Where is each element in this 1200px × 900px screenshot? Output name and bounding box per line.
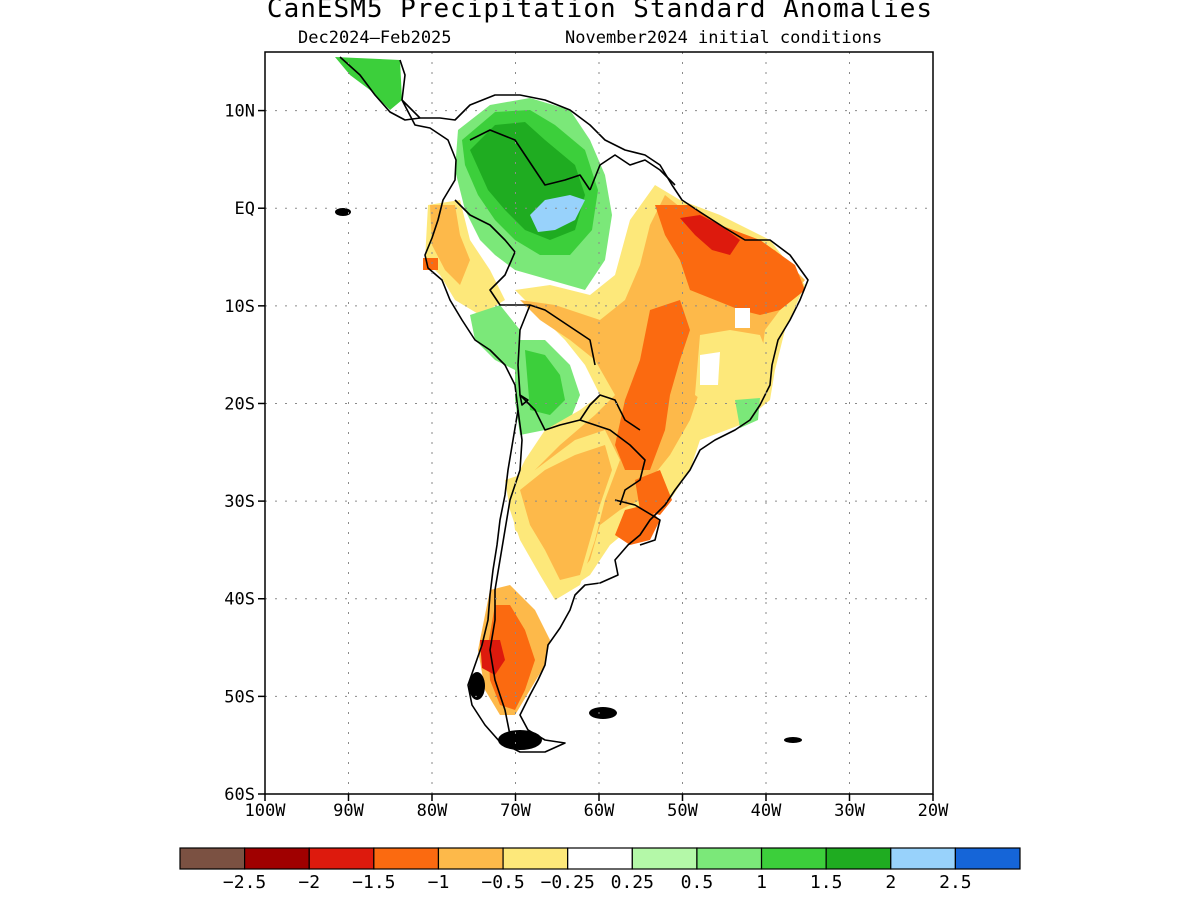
- colorbar-swatch: [244, 847, 310, 870]
- y-tick-label: 20S: [224, 394, 255, 414]
- falkland-islands: [589, 707, 617, 719]
- border-bolivia: [517, 304, 641, 431]
- map-grid: [265, 52, 933, 794]
- colorbar-swatch: [954, 847, 1021, 870]
- ecuador-dry-small: [423, 258, 438, 270]
- y-tick-label: 30S: [224, 492, 255, 512]
- argentina-dry-mid: [520, 445, 612, 580]
- x-tick-label: 20W: [918, 801, 949, 821]
- colorbar-label: 2: [885, 872, 896, 893]
- andes-wet-north: [470, 305, 520, 370]
- colorbar-swatch: [179, 847, 246, 870]
- country-borders: [339, 56, 809, 753]
- colorbar-swatch: [502, 847, 569, 870]
- x-tick-label: 90W: [333, 801, 364, 821]
- initial-conditions-subtitle: November2024 initial conditions: [565, 28, 883, 48]
- x-tick-label: 70W: [500, 801, 531, 821]
- central-brazil-dry-strong: [615, 300, 690, 470]
- x-tick-label: 30W: [834, 801, 865, 821]
- border-brazil-north: [589, 154, 676, 191]
- colorbar-swatch: [437, 847, 504, 870]
- y-tick-label: 10N: [224, 102, 255, 122]
- east-brazil-light: [695, 330, 770, 410]
- colorbar-label: −2: [298, 872, 320, 893]
- border-uruguay: [614, 499, 661, 546]
- season-subtitle: Dec2024–Feb2025: [298, 28, 452, 48]
- colorbar-label: 0.5: [681, 872, 714, 893]
- x-tick-label: 50W: [667, 801, 698, 821]
- y-tick-label: EQ: [235, 199, 255, 219]
- colorbar-swatch: [631, 847, 698, 870]
- brazil-dry-strong: [655, 205, 805, 315]
- border-peru-brazil: [489, 251, 596, 366]
- east-brazil-neutral-1: [700, 352, 720, 385]
- galapagos-island: [335, 208, 351, 216]
- ecuador-dry-mid: [430, 205, 470, 285]
- colorbar-label: −1: [428, 872, 450, 893]
- chart-title: CanESM5 Precipitation Standard Anomalies: [266, 0, 934, 24]
- y-tick-label: 50S: [224, 687, 255, 707]
- y-tick-label: 60S: [224, 785, 255, 805]
- colorbar-label: 0.25: [611, 872, 654, 893]
- south-georgia-island: [784, 737, 802, 743]
- colorbar-swatch: [567, 847, 633, 870]
- chiloe-island: [469, 672, 485, 700]
- border-chile-argentina: [489, 409, 523, 736]
- colorbar-swatch: [760, 847, 827, 870]
- south-brazil-dry-strong: [635, 470, 672, 515]
- colorbar-label: −0.25: [541, 872, 595, 893]
- amazon-very-wet: [530, 195, 585, 232]
- uruguay-dry: [615, 505, 660, 545]
- colorbar-label: −1.5: [352, 872, 395, 893]
- x-tick-label: 60W: [584, 801, 615, 821]
- y-tick-label: 40S: [224, 590, 255, 610]
- x-tick-label: 80W: [417, 801, 448, 821]
- colorbar-label: 2.5: [939, 872, 972, 893]
- lake-titicaca: [519, 394, 529, 406]
- colorbar: −2.5 −2 −1.5 −1 −0.5 −0.25 0.25 0.5 1 1.5 2 2.5: [179, 847, 1021, 893]
- patagonia-very-dry: [480, 640, 505, 675]
- islands: [335, 208, 802, 750]
- east-brazil-neutral-2: [735, 308, 750, 328]
- colorbar-swatch: [308, 847, 375, 870]
- tierra-del-fuego-island: [498, 730, 542, 750]
- anomaly-shading: [335, 57, 805, 715]
- bolivia-wet-core: [525, 350, 565, 415]
- y-tick-label: 10S: [224, 297, 255, 317]
- x-tick-label: 100W: [245, 801, 287, 821]
- border-paraguay: [579, 419, 646, 506]
- colorbar-swatch: [825, 847, 892, 870]
- northeast-brazil-very-dry: [680, 215, 740, 255]
- east-brazil-wet: [735, 398, 760, 428]
- border-colombia-venezuela: [469, 129, 591, 191]
- patagonia-dry-strong: [488, 605, 535, 710]
- colorbar-label: 1.5: [810, 872, 843, 893]
- latitude-axis: 10N EQ 10S 20S 30S 40S 50S 60S: [224, 102, 265, 805]
- south-america-coastline: [401, 94, 809, 753]
- colorbar-label: −2.5: [223, 872, 266, 893]
- x-tick-label: 40W: [751, 801, 782, 821]
- colorbar-swatch: [696, 847, 763, 870]
- colorbar-label: −0.5: [481, 872, 524, 893]
- border-colombia-peru-ecuador: [454, 199, 516, 253]
- colorbar-swatch: [890, 847, 956, 870]
- central-america-wet: [335, 57, 402, 110]
- longitude-axis: 100W 90W 80W 70W 60W 50W 40W 30W 20W: [245, 794, 949, 821]
- central-america-coastline: [339, 56, 421, 121]
- colorbar-label: 1: [756, 872, 767, 893]
- colorbar-swatch: [373, 847, 440, 870]
